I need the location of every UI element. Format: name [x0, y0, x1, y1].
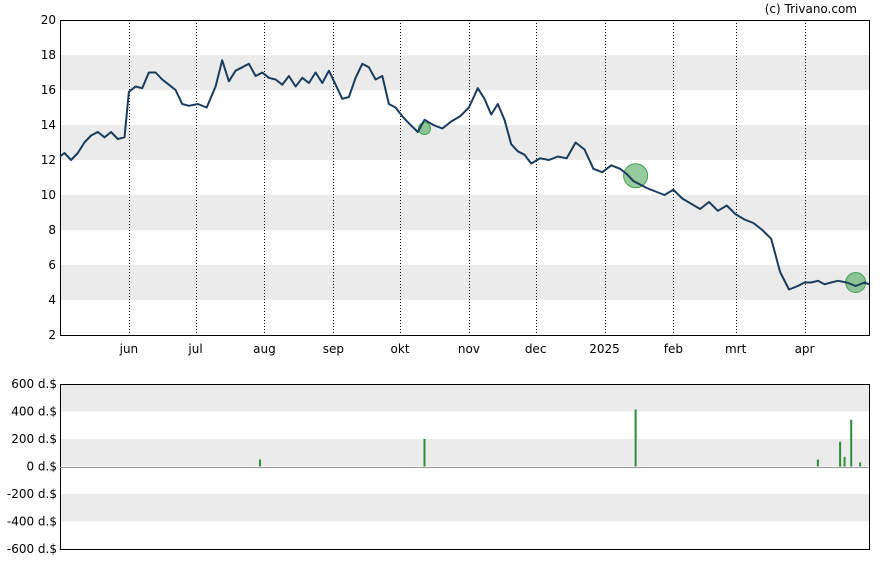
price-x-tick-label: nov: [458, 342, 480, 356]
volume-y-tick-label: 400 d.$: [11, 405, 57, 419]
volume-y-tick-label: -600 d.$: [7, 542, 57, 556]
volume-y-tick-label: -200 d.$: [7, 487, 57, 501]
price-y-tick-label: 2: [48, 328, 56, 342]
price-series: [59, 59, 870, 291]
price-chart-bands: [60, 55, 869, 300]
price-y-tick-label: 14: [41, 118, 56, 132]
volume-y-tick-label: 0 d.$: [26, 460, 57, 474]
price-x-tick-label: 2025: [589, 342, 620, 356]
price-y-tick-label: 6: [48, 258, 56, 272]
volume-bar: [423, 439, 426, 467]
price-band: [60, 195, 869, 230]
price-band: [60, 125, 869, 160]
price-x-tick-label: sep: [323, 342, 344, 356]
price-x-tick-label: aug: [253, 342, 276, 356]
price-x-tick-labels: jun jul aug sep okt nov dec 2025 feb mrt apr: [119, 342, 815, 356]
volume-band: [60, 439, 869, 467]
price-band: [60, 265, 869, 300]
volume-bar: [843, 456, 846, 467]
price-y-tick-labels: 2 4 6 8 10 12 14 16 18 20: [41, 13, 56, 342]
price-chart-frame: [60, 20, 870, 336]
volume-y-tick-label: 600 d.$: [11, 377, 57, 391]
price-y-tick-label: 18: [41, 48, 56, 62]
volume-bar: [850, 419, 853, 467]
volume-bars: [259, 409, 862, 467]
price-y-tick-label: 12: [41, 153, 56, 167]
volume-bar: [839, 441, 842, 467]
credit-text: (c) Trivano.com: [765, 2, 857, 16]
price-y-tick-label: 16: [41, 83, 56, 97]
price-x-tick-label: dec: [525, 342, 547, 356]
price-x-tick-label: mrt: [725, 342, 747, 356]
volume-bar: [859, 462, 862, 467]
volume-chart-bands: [60, 384, 869, 522]
price-line: [59, 59, 870, 291]
volume-band: [60, 384, 869, 412]
price-y-tick-label: 20: [41, 13, 56, 27]
price-x-tick-label: apr: [795, 342, 815, 356]
volume-y-tick-label: 200 d.$: [11, 432, 57, 446]
price-x-tick-label: feb: [664, 342, 683, 356]
volume-bar: [634, 409, 637, 467]
price-x-tick-label: okt: [391, 342, 410, 356]
volume-chart-frame: [60, 384, 870, 550]
price-y-tick-label: 4: [48, 293, 56, 307]
volume-y-tick-labels: 600 d.$ 400 d.$ 200 d.$ 0 d.$ -200 d.$ -400 d…: [7, 377, 57, 556]
volume-bar: [816, 459, 819, 467]
volume-band: [60, 494, 869, 522]
price-x-tick-label: jul: [187, 342, 202, 356]
price-y-tick-label: 8: [48, 223, 56, 237]
price-y-tick-label: 10: [41, 188, 56, 202]
price-band: [60, 55, 869, 90]
price-x-tick-label: jun: [119, 342, 139, 356]
transaction-marker: [623, 163, 649, 189]
volume-bar: [259, 459, 262, 467]
price-plot-border: [60, 20, 870, 336]
volume-y-tick-label: -400 d.$: [7, 515, 57, 529]
transaction-markers: [417, 122, 867, 293]
